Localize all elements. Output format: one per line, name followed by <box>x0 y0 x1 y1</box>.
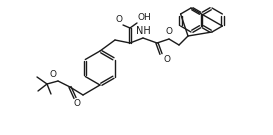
Text: O: O <box>165 28 173 36</box>
Text: OH: OH <box>138 13 152 22</box>
Text: O: O <box>115 15 122 24</box>
Text: NH: NH <box>136 26 150 36</box>
Text: O: O <box>163 55 170 64</box>
Text: O: O <box>50 70 57 79</box>
Text: O: O <box>73 99 81 108</box>
